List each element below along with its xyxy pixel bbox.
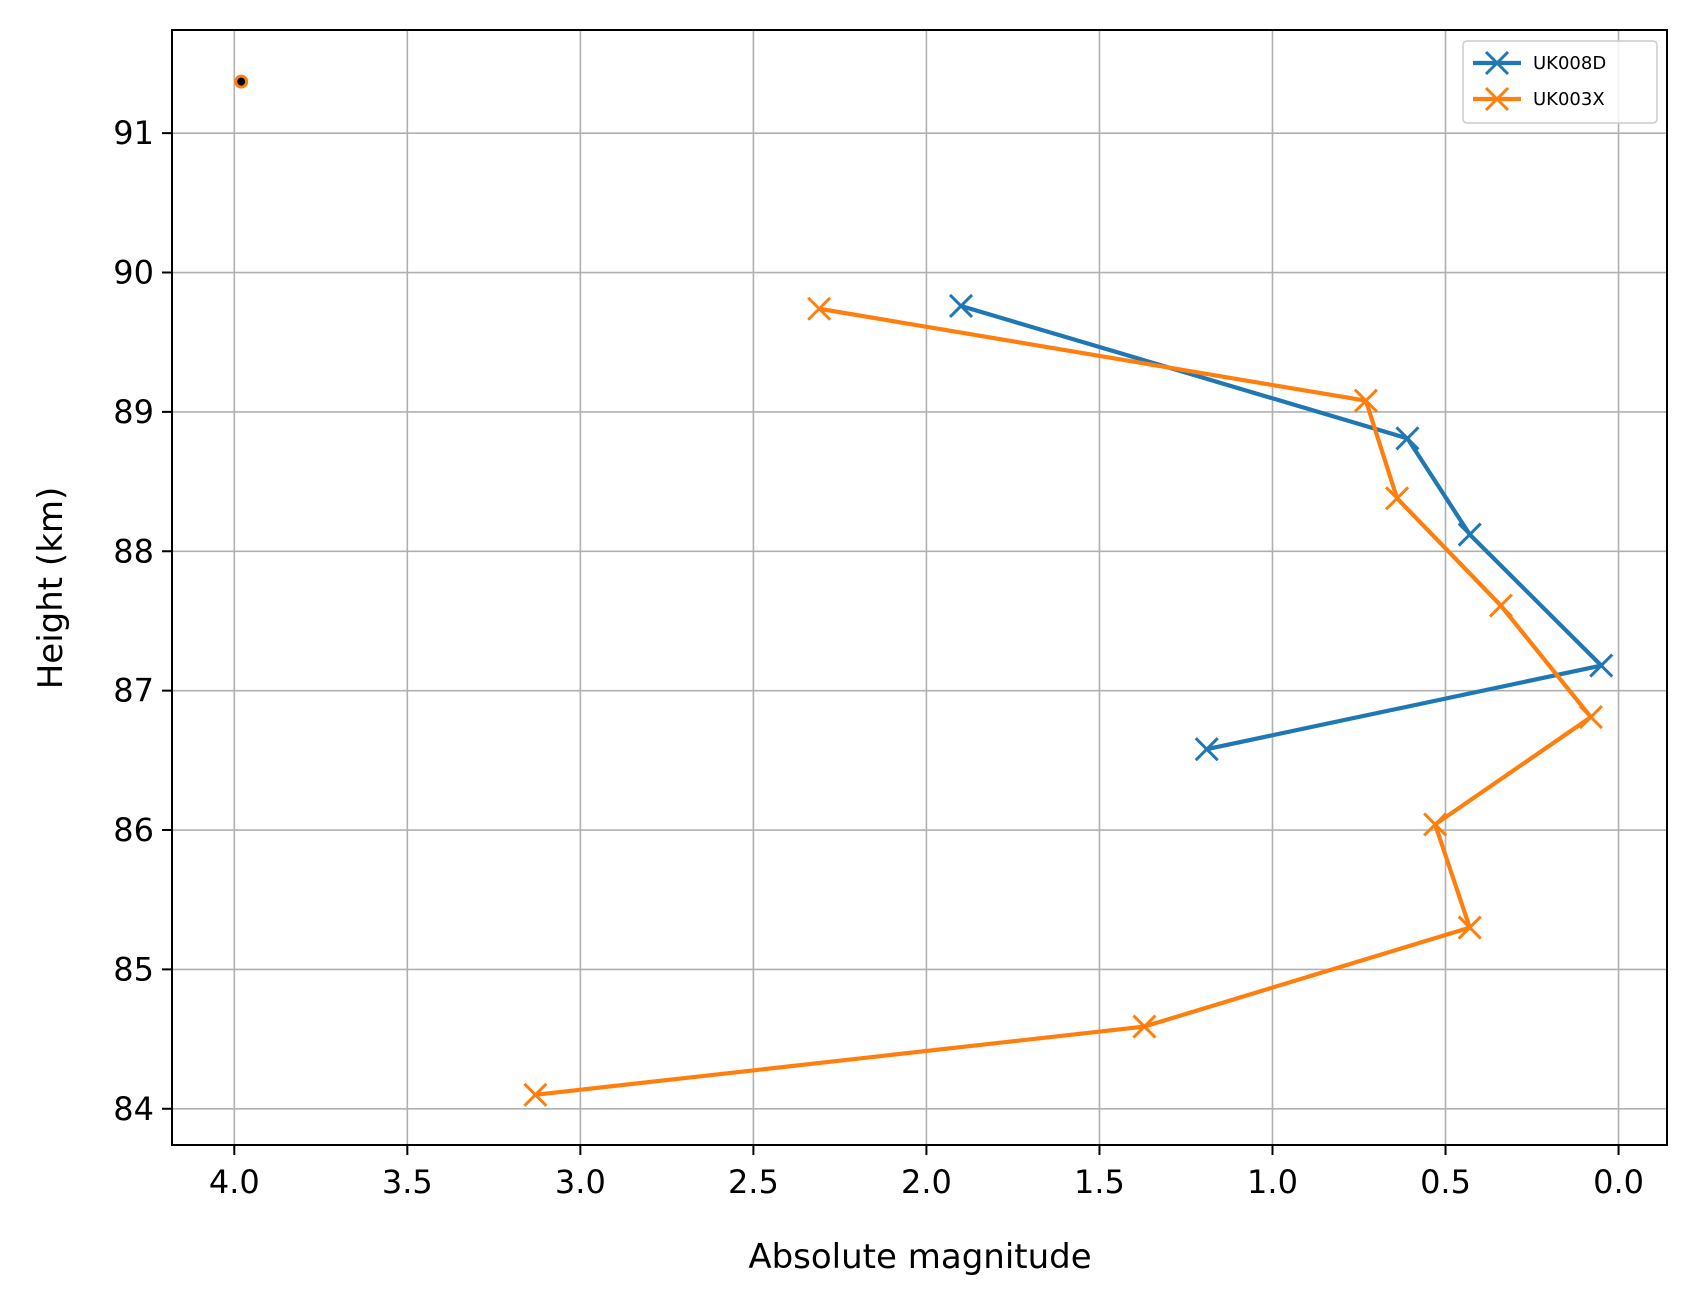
data-point-uk003x — [1132, 1014, 1157, 1039]
legend: UK008D UK003X — [1462, 40, 1658, 124]
series-uk008d — [948, 293, 1614, 762]
x-tick-label: 4.0 — [209, 1163, 260, 1201]
x-tick-label: 3.0 — [555, 1163, 606, 1201]
y-axis-title: Height (km) — [31, 487, 71, 690]
data-point-uk003x — [1488, 593, 1513, 618]
data-point-uk003x — [1385, 486, 1410, 511]
y-tick-label: 91 — [113, 114, 154, 152]
x-tick-label: 0.0 — [1593, 1163, 1644, 1201]
y-tick-label: 90 — [113, 254, 154, 292]
data-point-uk008d — [1457, 522, 1482, 547]
x-tick-label: 1.0 — [1247, 1163, 1298, 1201]
ticks: 4.0 3.5 3.0 2.5 2.0 1.5 1.0 0.5 0.0 84 85 86 87 88 89 9… — [113, 114, 1644, 1201]
y-tick-label: 85 — [113, 950, 154, 988]
data-point-uk008d — [1589, 653, 1614, 678]
isolated-data-point — [234, 74, 249, 89]
y-tick-label: 89 — [113, 393, 154, 431]
data-point-uk008d — [1194, 737, 1219, 762]
series-layer — [234, 74, 1614, 1107]
data-point-uk003x — [1423, 812, 1448, 837]
legend-label: UK003X — [1533, 89, 1605, 110]
x-tick-label: 2.5 — [728, 1163, 779, 1201]
data-point-uk003x — [523, 1082, 548, 1107]
legend-item-uk008d: UK008D — [1473, 50, 1606, 76]
legend-label: UK008D — [1533, 53, 1606, 74]
data-point-uk003x — [807, 296, 832, 321]
x-tick-label: 3.5 — [382, 1163, 433, 1201]
x-tick-label: 0.5 — [1420, 1163, 1471, 1201]
y-tick-label: 84 — [113, 1090, 154, 1128]
series-uk003x — [523, 296, 1603, 1107]
legend-item-uk003x: UK003X — [1473, 86, 1605, 112]
data-point-uk003x — [1578, 705, 1603, 730]
legend-marker — [1484, 86, 1510, 112]
x-axis-title: Absolute magnitude — [748, 1237, 1091, 1277]
x-tick-label: 1.5 — [1074, 1163, 1125, 1201]
data-point-uk008d — [948, 293, 974, 319]
data-point-uk008d — [1395, 426, 1420, 451]
data-point-uk003x — [1353, 388, 1378, 413]
y-tick-label: 86 — [113, 811, 154, 849]
grid — [172, 30, 1667, 1145]
y-tick-label: 88 — [113, 532, 154, 570]
y-tick-label: 87 — [113, 672, 154, 710]
x-tick-label: 2.0 — [901, 1163, 952, 1201]
legend-marker — [1484, 50, 1510, 76]
data-point-uk003x — [1457, 915, 1482, 940]
plot-frame — [171, 29, 1668, 1146]
